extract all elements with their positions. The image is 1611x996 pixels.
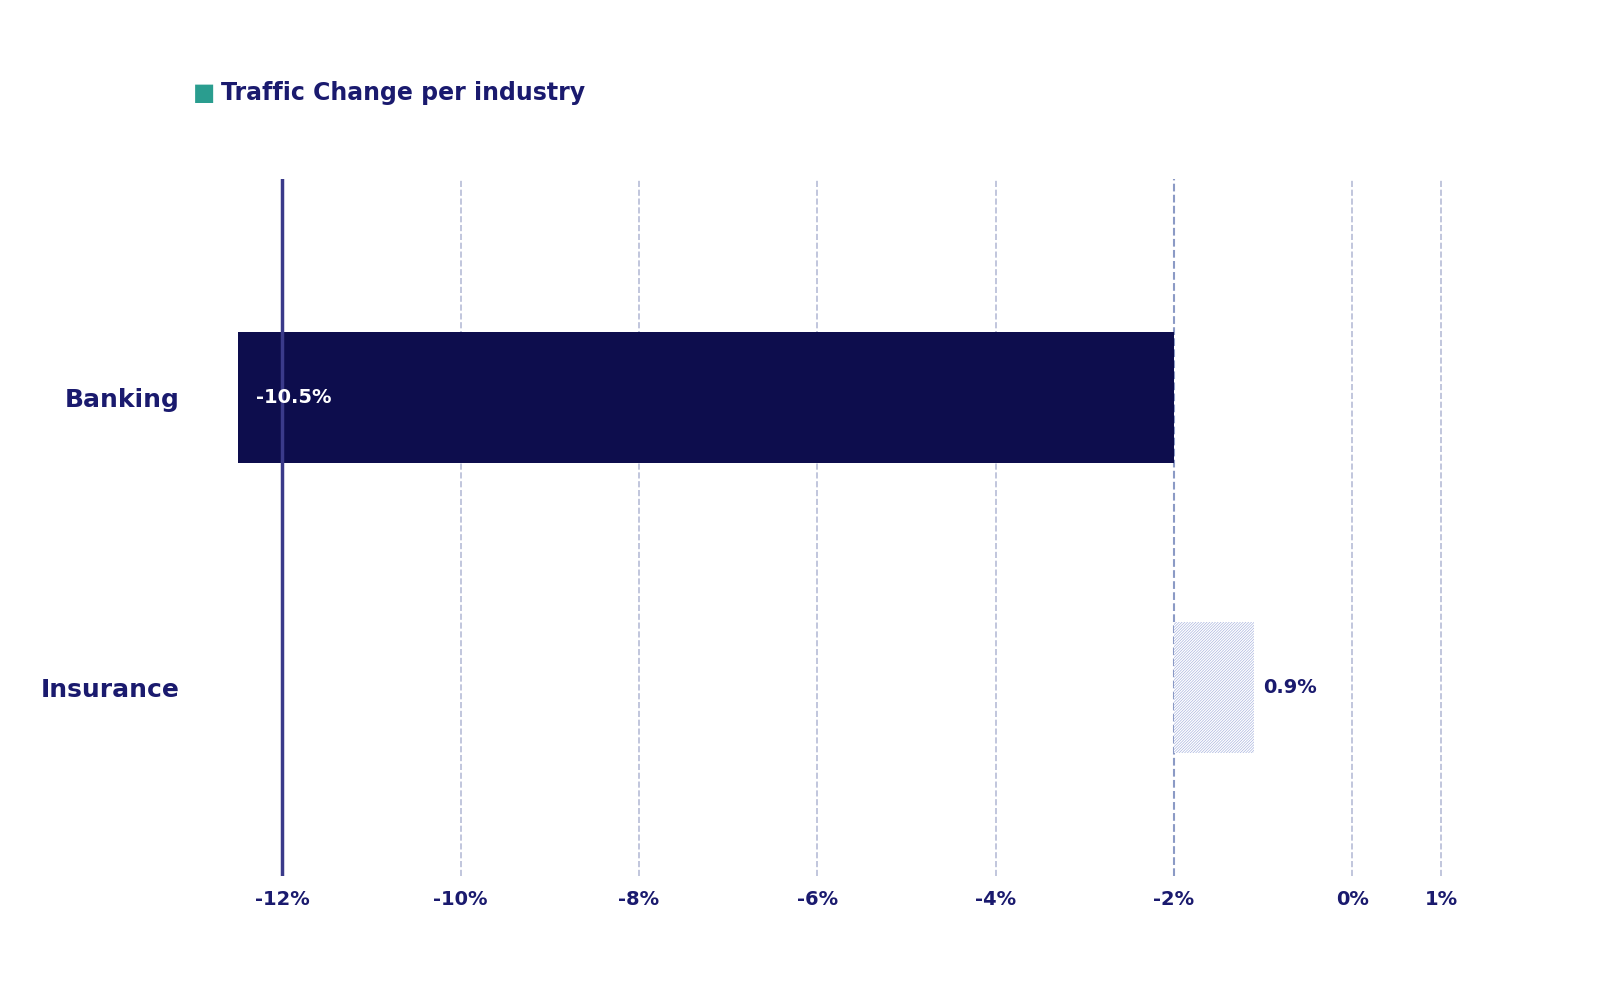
Text: 0.9%: 0.9%: [1263, 678, 1316, 697]
Text: Traffic Change per industry: Traffic Change per industry: [221, 81, 585, 105]
Text: ■: ■: [193, 81, 216, 105]
Text: -10.5%: -10.5%: [256, 387, 332, 406]
Bar: [1174, 622, 1253, 753]
Bar: [238, 332, 1174, 462]
